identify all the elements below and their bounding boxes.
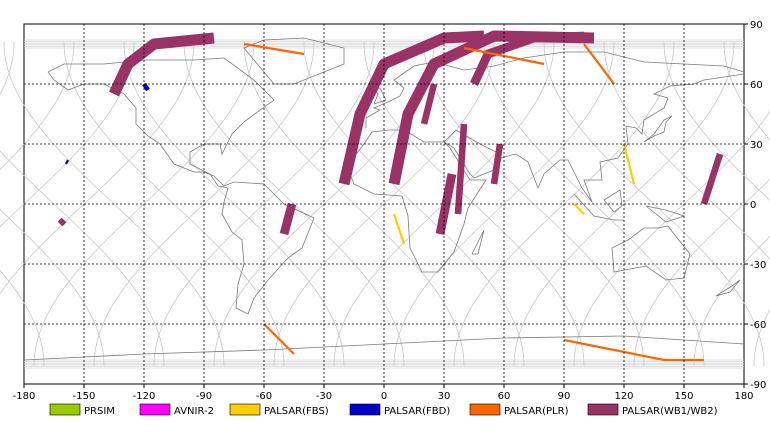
swath-wb1-wb2 [279, 202, 297, 236]
swath-wb1-wb2 [700, 152, 724, 206]
longitude-ticks: -180 -150 -120 -90 -60 -30 0 30 60 90 120 150 180 [13, 384, 754, 402]
y-tick-label: 30 [750, 140, 763, 151]
x-tick-label: 0 [381, 391, 387, 402]
legend-swatch [587, 403, 619, 416]
swath-wb1-wb2 [490, 143, 504, 185]
swath-wb1-wb2 [420, 83, 438, 125]
legend-label: PRSIM [84, 406, 115, 417]
orbit-track [0, 269, 45, 367]
map-grid [24, 24, 744, 384]
swath-plr [263, 323, 295, 355]
legend-item: PRSIM [49, 403, 115, 417]
swath-wb1-wb2 [454, 123, 468, 215]
legend-swatch [229, 403, 261, 416]
orbit-track [753, 308, 770, 367]
y-tick-label: -30 [750, 260, 766, 271]
legend-item: PALSAR(WB1/WB2) [587, 403, 718, 417]
y-tick-label: 0 [750, 200, 756, 211]
swath-fbd [142, 82, 150, 92]
coastline [643, 115, 673, 143]
legend-item: AVNIR-2 [139, 403, 214, 417]
x-tick-label: 150 [674, 391, 693, 402]
y-tick-label: -90 [750, 380, 766, 391]
x-tick-label: -90 [196, 391, 212, 402]
y-tick-label: 90 [750, 20, 763, 31]
x-tick-label: -30 [316, 391, 332, 402]
x-tick-label: -150 [73, 391, 96, 402]
swath-plr [243, 42, 305, 56]
swath-plr [563, 338, 665, 362]
legend-item: PALSAR(PLR) [469, 403, 569, 417]
coastline [349, 129, 487, 273]
legend-label: PALSAR(PLR) [504, 406, 569, 417]
swath-plr [583, 43, 615, 85]
legend-swatch [469, 403, 501, 416]
legend-label: AVNIR-2 [174, 406, 214, 417]
x-tick-label: 180 [734, 391, 753, 402]
coastline [573, 193, 624, 221]
legend-swatch [49, 403, 81, 416]
orbit-track [723, 41, 770, 141]
swath-wb1-wb2 [109, 32, 215, 97]
swath-fbs [573, 203, 585, 215]
legend-label: PALSAR(WB1/WB2) [622, 406, 718, 417]
coastline [499, 73, 745, 203]
orbit-track [0, 209, 105, 367]
x-tick-label: 60 [498, 391, 511, 402]
swath-fbs [622, 143, 636, 185]
coastline [243, 37, 345, 85]
orbit-track [663, 41, 770, 201]
x-tick-label: 30 [438, 391, 451, 402]
orbit-track [0, 41, 75, 171]
y-tick-label: -60 [750, 320, 766, 331]
legend: PRSIM AVNIR-2 PALSAR(FBS) PALSAR(FBD) PALSAR… [49, 403, 718, 417]
coastline [715, 279, 741, 297]
coastline [47, 57, 315, 315]
x-tick-label: 90 [558, 391, 571, 402]
y-tick-label: 60 [750, 80, 763, 91]
coastline [611, 225, 691, 281]
coastline [603, 189, 623, 213]
orbit-track [0, 41, 15, 96]
legend-label: PALSAR(FBD) [384, 406, 450, 417]
x-tick-label: -180 [13, 391, 36, 402]
x-tick-label: -120 [133, 391, 156, 402]
coastline [471, 229, 485, 255]
x-tick-label: 120 [614, 391, 633, 402]
legend-swatch [139, 403, 171, 416]
legend-item: PALSAR(FBS) [229, 403, 329, 417]
orbit-track [693, 235, 770, 367]
legend-label: PALSAR(FBS) [264, 406, 329, 417]
swath-wb1-wb2 [57, 217, 67, 227]
x-tick-label: -60 [256, 391, 272, 402]
legend-swatch [349, 403, 381, 416]
swath-fbd [65, 159, 69, 165]
latitude-ticks: 90 60 30 0 -30 -60 -90 [744, 20, 766, 391]
legend-item: PALSAR(FBD) [349, 403, 450, 417]
swath-fbs [392, 213, 406, 245]
swath-wb1-wb2 [470, 31, 585, 86]
